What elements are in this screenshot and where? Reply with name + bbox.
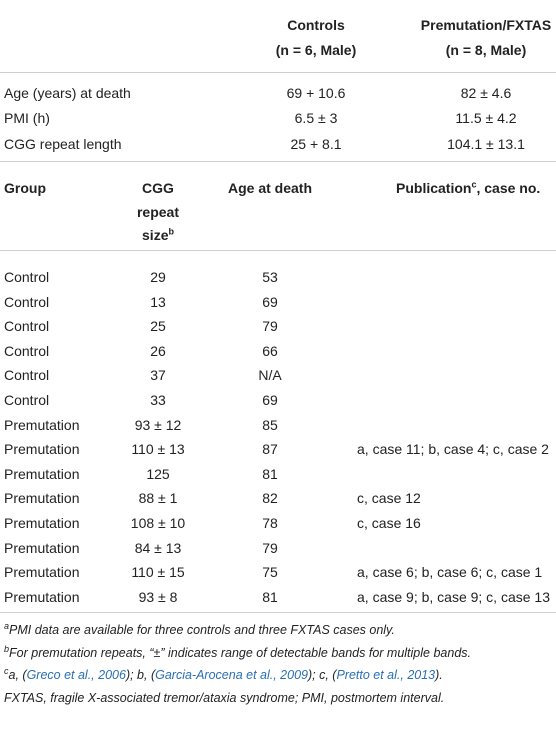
rule [0,161,556,162]
age: 81 [262,465,278,482]
footnote-text: ); b, ( [125,668,156,682]
cgg-size: 33 [150,392,166,408]
footnote-text: ); c, ( [307,668,337,682]
age: 79 [262,539,278,556]
header-text: , case no. [476,180,541,196]
cgg-size: 93 ± 8 [138,588,178,605]
cgg-size: 88 ± 1 [138,490,178,507]
age: N/A [258,367,282,384]
footnote: FXTAS, fragile X-associated tremor/ataxi… [4,688,444,708]
footnote-mark: c [471,179,477,190]
cgg-size: 26 [150,342,166,359]
group: Premutation [4,416,80,433]
cell: 11.5 ± 4.2 [455,110,517,126]
footnote-text: ). [435,668,443,682]
cgg-size: 29 [150,269,166,285]
cell: 82 ± 4.6 [460,85,512,101]
footnote-text: Greco et al., 2006 [26,668,126,682]
cgg-size: 110 ± 13 [131,441,185,458]
group: Control [4,392,50,408]
age: 69 [262,392,278,408]
footnote-text: Pretto et al., 2013 [336,668,436,682]
footnote-mark: b [168,226,174,237]
header-text: CGG repeat size [136,180,180,243]
column-header: Publicationc, case no. [396,178,540,198]
publication: a, case 6; b, case 6; c, case 1 [357,564,543,581]
footnote-text: For premutation repeats, “±” indicates r… [9,645,471,660]
group: Premutation [4,564,80,581]
cgg-size: 84 ± 13 [134,539,182,556]
column-header: Age at death [227,180,312,196]
age: 81 [262,588,278,605]
group: Premutation [4,441,80,458]
cgg-size: 108 ± 10 [130,515,186,531]
column-title: Premutation/FXTAS [420,17,552,33]
column-header: Group [4,180,46,196]
rule [0,612,556,613]
group: Premutation [4,588,80,605]
group: Premutation [4,539,80,556]
footnote-mark: c [4,665,9,676]
cell: 6.5 ± 3 [294,110,338,126]
row-label: PMI (h) [4,110,50,126]
cell: 25 + 8.1 [290,136,342,152]
group: Control [4,342,50,359]
age: 66 [262,342,278,359]
cell: 104.1 ± 13.1 [447,136,525,152]
row-label: Age (years) at death [4,85,131,101]
footnote-text: Garcia-Arocena et al., 2009 [155,668,308,682]
age: 53 [262,269,278,285]
cgg-size: 25 [150,318,166,335]
column-subtitle: (n = 8, Male) [445,42,527,58]
group: Control [4,293,50,310]
footnote-text: a, ( [8,668,27,682]
cgg-size: 37 [150,367,166,384]
column-header: CGG repeat sizeb [124,177,192,248]
age: 87 [262,441,278,458]
column-title: Controls [287,17,345,33]
header-text: Publication [396,180,472,196]
group: Control [4,318,50,335]
group: Premutation [4,465,80,482]
cgg-size: 13 [150,293,166,310]
column-subtitle: (n = 6, Male) [275,42,357,58]
footnote-mark: a [4,620,10,631]
group: Control [4,269,50,285]
cgg-size: 110 ± 15 [131,564,185,581]
cgg-size: 93 ± 12 [134,416,182,433]
footnote: bFor premutation repeats, “±” indicates … [4,643,471,663]
publication: a, case 11; b, case 4; c, case 2 [357,441,549,458]
group: Premutation [4,490,80,507]
cell: 69 + 10.6 [286,85,346,101]
footnote: aPMI data are available for three contro… [4,620,395,640]
rule [0,72,556,73]
row-label: CGG repeat length [4,136,122,152]
age: 82 [262,490,278,507]
age: 79 [262,318,278,335]
footnote: ca, (Greco et al., 2006); b, (Garcia-Aro… [4,665,443,685]
group: Premutation [4,515,80,531]
age: 78 [262,515,278,531]
publication: a, case 9; b, case 9; c, case 13 [357,588,550,605]
age: 85 [262,416,278,433]
age: 69 [262,293,278,310]
cgg-size: 125 [146,465,170,482]
group: Control [4,367,50,384]
publication: c, case 12 [357,490,421,507]
rule [0,250,556,251]
footnote-text: PMI data are available for three control… [9,623,395,637]
footnote-text: FXTAS, fragile X-associated tremor/ataxi… [4,690,445,705]
publication: c, case 16 [357,515,421,531]
footnote-mark: b [4,643,10,654]
age: 75 [262,564,278,581]
